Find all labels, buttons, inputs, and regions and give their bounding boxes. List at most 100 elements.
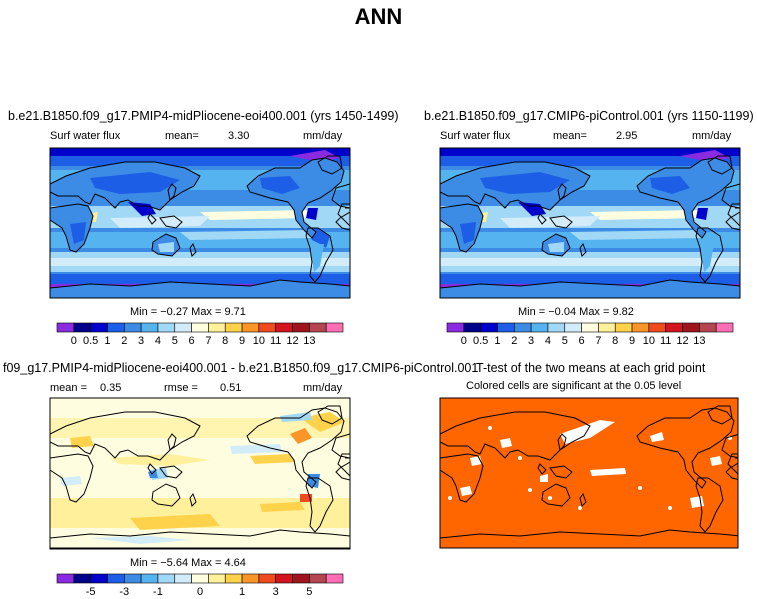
panel-4-title: T-test of the two means at each grid poi… [476, 361, 706, 375]
colorbar-swatch [581, 322, 599, 333]
colorbar-swatch [140, 322, 159, 333]
panel-2-map [439, 147, 741, 299]
colorbar-swatch [140, 573, 159, 584]
colorbar-tick-label: 10 [253, 335, 265, 347]
panel-3-min-max: Min = −5.64 Max = 4.64 [130, 557, 246, 569]
colorbar-swatch [497, 322, 515, 333]
panel-1-min-max: Min = −0.27 Max = 9.71 [130, 306, 246, 318]
colorbar-swatch [258, 573, 277, 584]
panel-1-variable: Surf water flux [50, 130, 121, 142]
colorbar-swatch [480, 322, 498, 333]
colorbar-swatch [56, 322, 75, 333]
colorbar-tick-label: 5 [172, 335, 178, 347]
colorbar-swatch [275, 322, 293, 333]
panel-2-units: mm/day [692, 130, 732, 142]
panel-2-title: b.e21.B1850.f09_g17.CMIP6-piControl.001 … [424, 109, 754, 123]
colorbar-tick-label: 6 [579, 335, 585, 347]
colorbar-tick-label: 13 [303, 335, 315, 347]
panel-2-mean-value: 2.95 [616, 130, 638, 142]
colorbar-tick-label: 12 [676, 335, 688, 347]
colorbar-swatch [107, 322, 125, 333]
colorbar-tick-label: 10 [643, 335, 655, 347]
colorbar-tick-label: 3 [273, 586, 279, 598]
colorbar-swatch [224, 322, 243, 333]
colorbar-tick-label: 4 [545, 335, 551, 347]
colorbar-swatch [530, 322, 549, 333]
colorbar-swatch [564, 322, 582, 333]
colorbar-swatch [90, 322, 108, 333]
colorbar-swatch [157, 573, 176, 584]
colorbar-tick-label: -1 [153, 586, 163, 598]
colorbar-tick-label: 3 [138, 335, 144, 347]
colorbar-swatch [107, 573, 125, 584]
colorbar-swatch [174, 573, 192, 584]
panel-2-mean-label: mean= [553, 130, 587, 142]
colorbar-swatch [463, 322, 481, 333]
colorbar-swatch [598, 322, 616, 333]
colorbar-swatch [715, 322, 734, 333]
colorbar-swatch [547, 322, 566, 333]
colorbar-tick-label: 2 [511, 335, 517, 347]
panel-3-rmse-label: rmse = [164, 382, 198, 394]
colorbar-swatch [325, 322, 344, 333]
colorbar-swatch [56, 573, 75, 584]
panel-1-mean-label: mean= [165, 130, 199, 142]
colorbar-tick-label: 0 [461, 335, 467, 347]
colorbar-swatch [699, 322, 717, 333]
colorbar-tick-label: 0.5 [83, 335, 98, 347]
colorbar-tick-label: -5 [86, 586, 96, 598]
panel-1-units: mm/day [303, 130, 343, 142]
colorbar-tick-label: -3 [119, 586, 129, 598]
colorbar-swatch [614, 322, 633, 333]
colorbar-tick-label: 1 [239, 586, 245, 598]
colorbar-swatch [258, 322, 277, 333]
colorbar-tick-label: 2 [121, 335, 127, 347]
colorbar-swatch [446, 322, 465, 333]
colorbar-tick-label: 0.5 [473, 335, 488, 347]
colorbar-tick-label: 3 [528, 335, 534, 347]
panel-3-mean-label: mean = [50, 382, 87, 394]
colorbar-swatch [309, 322, 327, 333]
panel-2-variable: Surf water flux [440, 130, 511, 142]
colorbar-tick-label: 5 [562, 335, 568, 347]
colorbar-swatch [90, 573, 108, 584]
colorbar-tick-label: 9 [629, 335, 635, 347]
colorbar-swatch [665, 322, 683, 333]
panel-1-map [49, 147, 351, 299]
colorbar-tick-label: 4 [155, 335, 161, 347]
colorbar-tick-label: 11 [660, 335, 671, 347]
colorbar-swatch [191, 573, 209, 584]
panel-3-mean-value: 0.35 [100, 382, 122, 394]
panel-1-mean-value: 3.30 [228, 130, 250, 142]
colorbar-swatch [241, 322, 260, 333]
colorbar-swatch [73, 573, 91, 584]
colorbar-swatch [292, 573, 310, 584]
colorbar-tick-label: 12 [286, 335, 298, 347]
panel-4-map [439, 397, 739, 549]
panel-2-min-max: Min = −0.04 Max = 9.82 [518, 306, 634, 318]
panel-1-title: b.e21.B1850.f09_g17.PMIP4-midPliocene-eo… [8, 109, 399, 123]
panel-3-map [49, 397, 351, 550]
colorbar-swatch [631, 322, 650, 333]
colorbar-tick-label: 7 [595, 335, 601, 347]
figure-title: ANN [354, 4, 403, 29]
colorbar-tick-label: 1 [104, 335, 110, 347]
colorbar-swatch [123, 322, 142, 333]
colorbar-tick-label: 7 [205, 335, 211, 347]
colorbar-tick-label: 13 [693, 335, 705, 347]
colorbar-swatch [309, 573, 327, 584]
colorbar-swatch [73, 322, 91, 333]
colorbar-swatch [208, 573, 226, 584]
colorbar-swatch [174, 322, 192, 333]
colorbar-swatch [275, 573, 293, 584]
colorbar-tick-label: 9 [239, 335, 245, 347]
colorbar-swatch [191, 322, 209, 333]
colorbar-swatch [208, 322, 226, 333]
colorbar-tick-label: 8 [222, 335, 228, 347]
colorbar-tick-label: 11 [270, 335, 281, 347]
colorbar-swatch [241, 573, 260, 584]
panel-3-rmse-value: 0.51 [220, 382, 242, 394]
colorbar-swatch [513, 322, 532, 333]
colorbar-panel-2: 0 0.5 1 2 3 4 5 6 7 8 9 10 11 12 13 [446, 322, 734, 347]
panel-3-title: f09_g17.PMIP4-midPliocene-eoi400.001 - b… [3, 361, 479, 375]
